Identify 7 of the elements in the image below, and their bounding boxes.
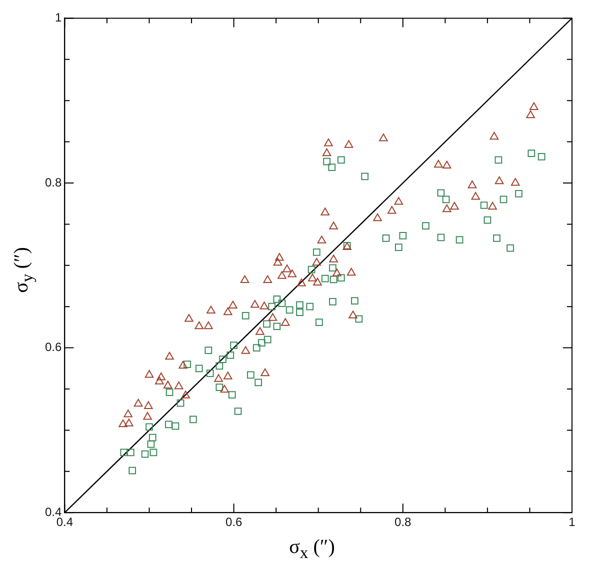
x-tick-label: 0.8 <box>394 515 412 530</box>
x-tick-label: 1 <box>568 515 576 530</box>
y-tick-label: 1 <box>54 10 62 25</box>
x-axis-title: σ$_{x}$ (″) <box>289 536 335 562</box>
y-tick-label: 0.6 <box>44 340 62 354</box>
y-tick-label: 0.8 <box>44 175 62 190</box>
x-tick-label: 0.6 <box>225 515 242 530</box>
